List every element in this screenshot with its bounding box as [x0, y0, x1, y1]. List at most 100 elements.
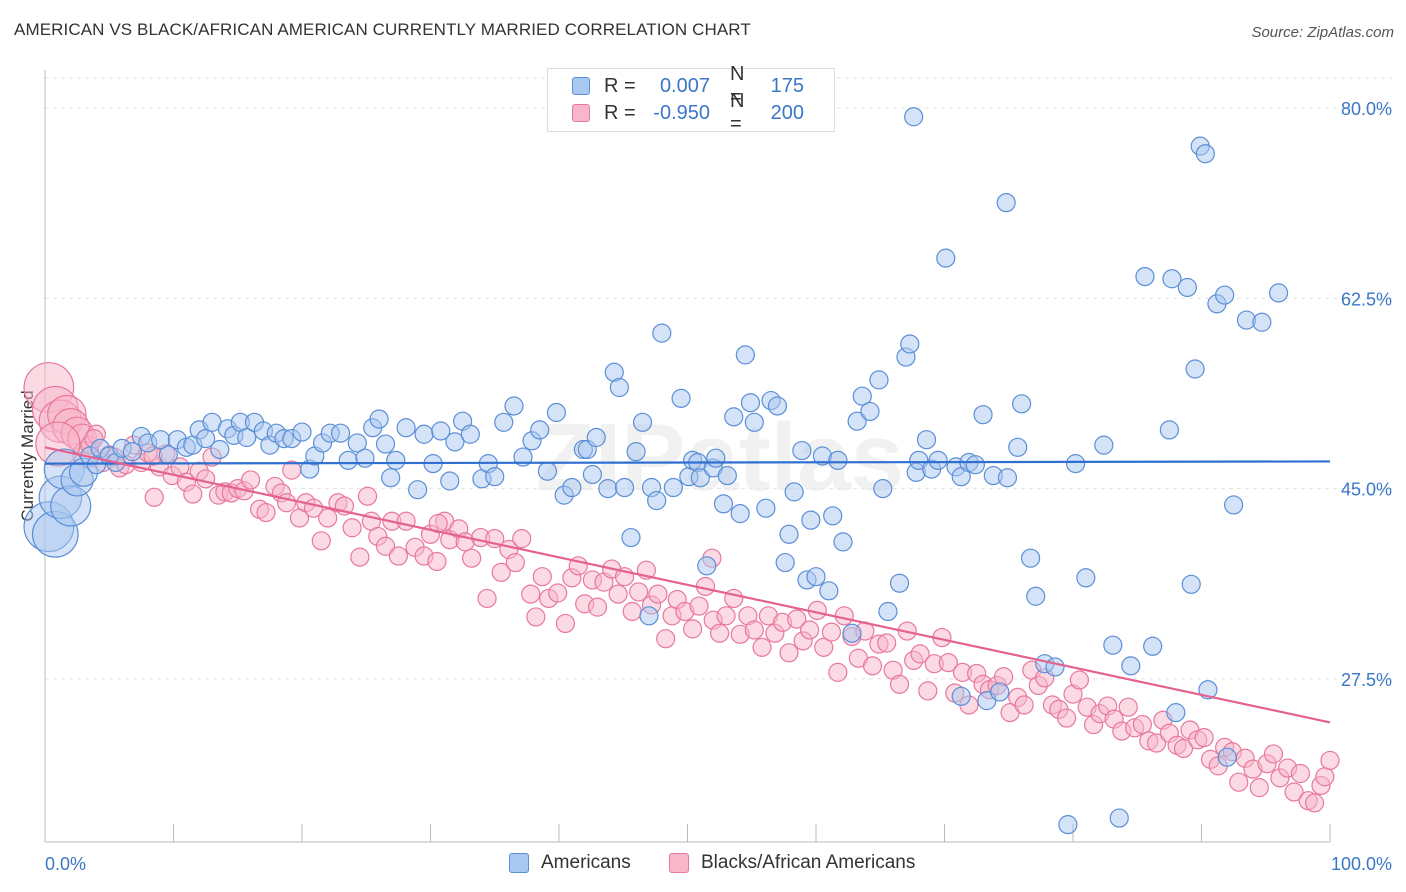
data-point — [632, 412, 653, 432]
data-point — [724, 588, 744, 609]
data-point — [869, 370, 889, 390]
data-point — [530, 420, 550, 440]
data-point — [1249, 778, 1269, 798]
data-point — [408, 480, 428, 500]
data-point — [196, 429, 216, 449]
data-point — [823, 506, 843, 526]
data-point — [973, 405, 993, 425]
data-point — [713, 494, 734, 514]
data-point — [626, 442, 646, 462]
legend-label: Blacks/African Americans — [701, 852, 916, 873]
data-point — [1056, 708, 1077, 728]
data-point — [1320, 750, 1340, 771]
data-point — [936, 248, 956, 268]
data-point — [1109, 808, 1129, 828]
data-point — [828, 450, 848, 470]
data-point — [445, 432, 465, 452]
data-point — [904, 107, 924, 127]
data-point — [427, 551, 447, 572]
data-point — [526, 607, 546, 627]
data-point — [689, 596, 709, 616]
data-point — [878, 601, 898, 622]
n-label: N = — [730, 63, 745, 108]
data-point — [1058, 815, 1078, 835]
data-point — [512, 529, 532, 549]
data-point — [537, 461, 558, 481]
legend-item-blacks[interactable]: Blacks/African Americans — [669, 852, 915, 874]
data-point — [792, 440, 812, 461]
data-point — [1166, 703, 1186, 723]
data-point — [767, 396, 788, 416]
data-point — [485, 467, 505, 487]
tick-labels: 27.5% 45.0% 62.5% 80.0% 0.0% 100.0% — [45, 99, 1392, 874]
data-point — [1290, 763, 1311, 784]
legend-label: Americans — [541, 852, 631, 873]
legend-item-americans[interactable]: Americans — [509, 852, 631, 874]
data-point — [144, 487, 164, 507]
data-point — [862, 656, 883, 676]
data-point — [889, 573, 910, 593]
data-point — [801, 510, 821, 530]
y-tick-label: 27.5% — [1341, 670, 1392, 690]
chart-title: AMERICAN VS BLACK/AFRICAN AMERICAN CURRE… — [14, 20, 751, 39]
data-point — [598, 479, 618, 499]
y-tick-label: 62.5% — [1341, 289, 1392, 309]
r-label: R = — [604, 74, 636, 97]
data-point — [369, 409, 389, 429]
data-point — [690, 468, 710, 488]
data-point — [730, 504, 750, 524]
data-point — [716, 606, 736, 626]
data-point — [1217, 747, 1237, 767]
data-point — [735, 345, 755, 365]
data-point — [1121, 656, 1141, 676]
data-point — [375, 434, 396, 454]
data-point — [996, 193, 1016, 213]
data-point — [1195, 144, 1215, 164]
data-point — [431, 421, 451, 441]
n-value: 200 — [770, 101, 804, 124]
data-point — [548, 583, 568, 603]
data-point — [918, 681, 938, 701]
data-point — [330, 423, 351, 443]
data-point — [396, 418, 416, 438]
data-point — [546, 402, 567, 423]
data-point — [355, 448, 375, 468]
data-point — [440, 471, 460, 491]
data-point — [744, 412, 764, 432]
data-point — [292, 422, 312, 442]
data-point — [1143, 636, 1163, 656]
r-value: 0.007 — [659, 74, 710, 97]
data-point — [388, 546, 408, 566]
data-point — [775, 552, 795, 573]
data-point — [1215, 285, 1235, 305]
data-point — [877, 633, 897, 653]
data-point — [477, 588, 497, 609]
data-point — [1224, 495, 1244, 515]
data-point — [697, 556, 717, 576]
data-point — [1173, 738, 1194, 759]
data-point — [183, 484, 203, 504]
source-label: Source: ZipAtlas.com — [1251, 24, 1394, 41]
data-point — [396, 511, 416, 531]
data-point — [671, 388, 691, 408]
data-point — [752, 637, 772, 657]
data-point — [997, 468, 1018, 488]
data-point — [386, 450, 406, 470]
data-point — [784, 482, 804, 502]
data-point — [614, 477, 635, 498]
legend-row-americans: R = 0.007 N = 175 — [572, 63, 804, 108]
data-point — [629, 582, 649, 602]
data-point — [350, 547, 370, 567]
n-value: 175 — [770, 74, 804, 97]
data-point — [1194, 728, 1214, 748]
data-point — [521, 584, 541, 604]
data-point — [1159, 420, 1179, 440]
trend-lines — [44, 446, 1331, 724]
data-point — [1076, 568, 1096, 588]
data-point — [873, 479, 893, 499]
data-point — [852, 386, 872, 406]
americans-trend-line — [44, 460, 1331, 465]
data-point — [237, 427, 257, 448]
data-point — [910, 644, 930, 664]
